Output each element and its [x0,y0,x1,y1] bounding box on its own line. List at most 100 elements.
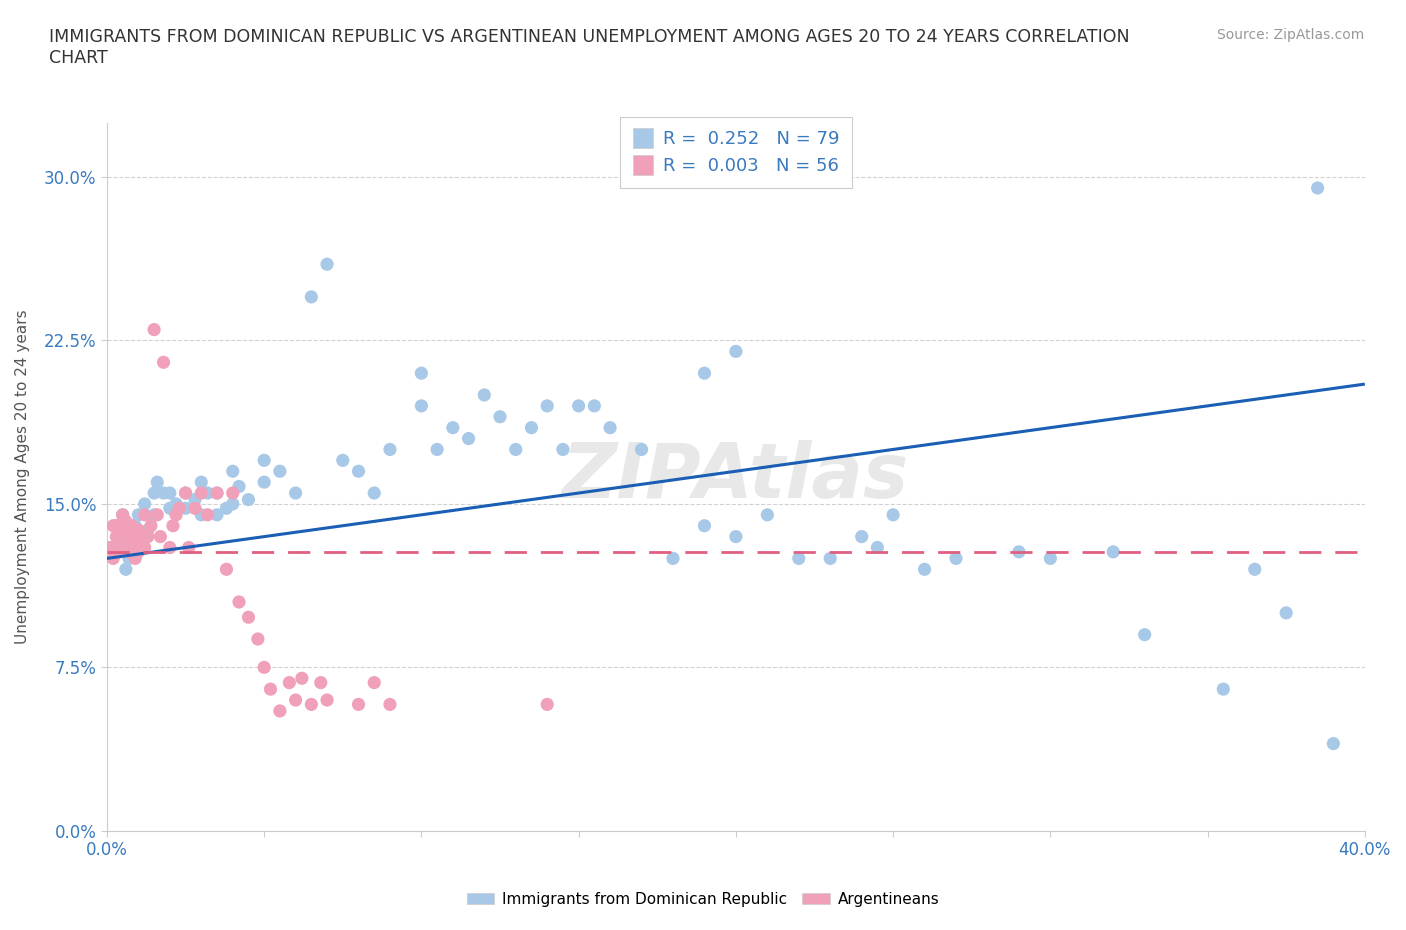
Point [411,365,433,380]
Point [184,501,207,516]
Point [143,322,166,337]
Point [174,501,197,516]
Point [583,398,606,413]
Point [134,540,156,555]
Point [599,420,621,435]
Point [105,518,128,533]
Point [190,474,212,489]
Point [259,682,281,697]
Point [291,671,314,685]
Point [205,508,228,523]
Point [1102,544,1125,559]
Point [630,442,652,457]
Point [441,420,464,435]
Point [299,289,322,304]
Point [121,540,143,555]
Point [332,453,354,468]
Point [1133,627,1156,642]
Point [159,485,181,500]
Point [205,485,228,500]
Point [284,485,307,500]
Point [103,518,125,533]
Point [284,693,307,708]
Point [536,697,558,711]
Point [127,529,149,544]
Point [143,508,166,523]
Point [127,508,149,523]
Point [693,365,716,380]
Point [124,518,146,533]
Point [269,703,291,718]
Point [174,485,197,500]
Point [215,562,238,577]
Point [316,693,339,708]
Point [131,536,153,551]
Point [238,492,260,507]
Point [118,523,141,538]
Point [118,544,141,559]
Point [246,631,269,646]
Point [316,257,339,272]
Point [278,675,301,690]
Point [98,540,121,555]
Text: Source: ZipAtlas.com: Source: ZipAtlas.com [1216,28,1364,42]
Point [143,485,166,500]
Point [536,398,558,413]
Point [139,518,162,533]
Point [103,540,125,555]
Point [159,501,181,516]
Point [197,485,219,500]
Point [108,544,131,559]
Point [505,442,527,457]
Point [149,529,172,544]
Point [174,485,197,500]
Point [114,562,136,577]
Point [190,508,212,523]
Point [1212,682,1234,697]
Point [1322,737,1344,751]
Point [724,529,747,544]
Point [269,464,291,479]
Point [152,355,174,370]
Point [105,518,128,533]
Legend: Immigrants from Dominican Republic, Argentineans: Immigrants from Dominican Republic, Arge… [461,886,945,913]
Point [134,497,156,512]
Point [253,660,276,675]
Point [134,508,156,523]
Point [756,508,779,523]
Point [177,540,200,555]
Point [1008,544,1031,559]
Point [489,409,512,424]
Point [818,551,841,565]
Point [146,508,169,523]
Point [228,594,250,609]
Point [851,529,873,544]
Point [299,697,322,711]
Point [363,675,385,690]
Legend: R =  0.252   N = 79, R =  0.003   N = 56: R = 0.252 N = 79, R = 0.003 N = 56 [620,117,852,188]
Point [165,508,187,523]
Point [197,508,219,523]
Point [347,464,370,479]
Point [108,529,131,544]
Point [222,497,245,512]
Point [1306,180,1329,195]
Point [457,432,479,446]
Point [111,508,134,523]
Point [426,442,449,457]
Point [118,551,141,565]
Point [121,518,143,533]
Point [882,508,904,523]
Point [146,474,169,489]
Point [693,518,716,533]
Point [411,398,433,413]
Point [127,544,149,559]
Point [1275,605,1298,620]
Y-axis label: Unemployment Among Ages 20 to 24 years: Unemployment Among Ages 20 to 24 years [15,310,30,644]
Point [114,514,136,529]
Point [378,697,401,711]
Point [1243,562,1265,577]
Point [253,453,276,468]
Point [551,442,574,457]
Point [152,485,174,500]
